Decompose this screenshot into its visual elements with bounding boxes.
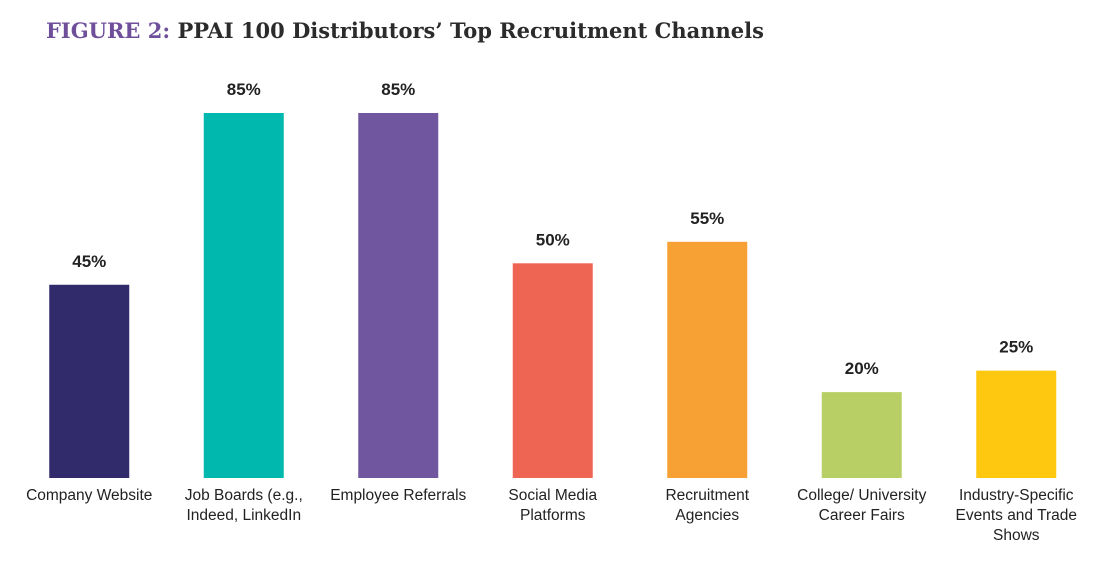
bar	[203, 113, 284, 478]
category-label: Industry-Specific Events and Trade Shows	[955, 487, 1078, 544]
chart-title: FIGURE 2: PPAI 100 Distributors’ Top Rec…	[46, 18, 764, 43]
bar	[667, 241, 748, 478]
category-label: Social Media Platforms	[508, 487, 598, 524]
bar	[821, 392, 902, 478]
category-label: Company Website	[26, 487, 153, 504]
category-label: Recruitment Agencies	[665, 487, 750, 524]
value-label: 85%	[381, 80, 415, 99]
value-label: 50%	[536, 230, 570, 249]
title-text: PPAI 100 Distributors’ Top Recruitment C…	[177, 18, 764, 43]
value-label: 25%	[999, 338, 1033, 357]
bar	[512, 263, 593, 478]
value-label: 85%	[227, 80, 261, 99]
bar	[976, 370, 1057, 478]
bar	[358, 113, 439, 478]
figure-label: FIGURE 2:	[46, 18, 171, 43]
value-label: 45%	[72, 252, 106, 271]
category-label: Employee Referrals	[330, 487, 467, 504]
category-label: Job Boards (e.g., Indeed, LinkedIn	[184, 487, 303, 524]
value-label: 20%	[845, 359, 879, 378]
bar	[49, 284, 130, 478]
value-label: 55%	[690, 209, 724, 228]
category-label: College/ University Career Fairs	[797, 487, 927, 524]
